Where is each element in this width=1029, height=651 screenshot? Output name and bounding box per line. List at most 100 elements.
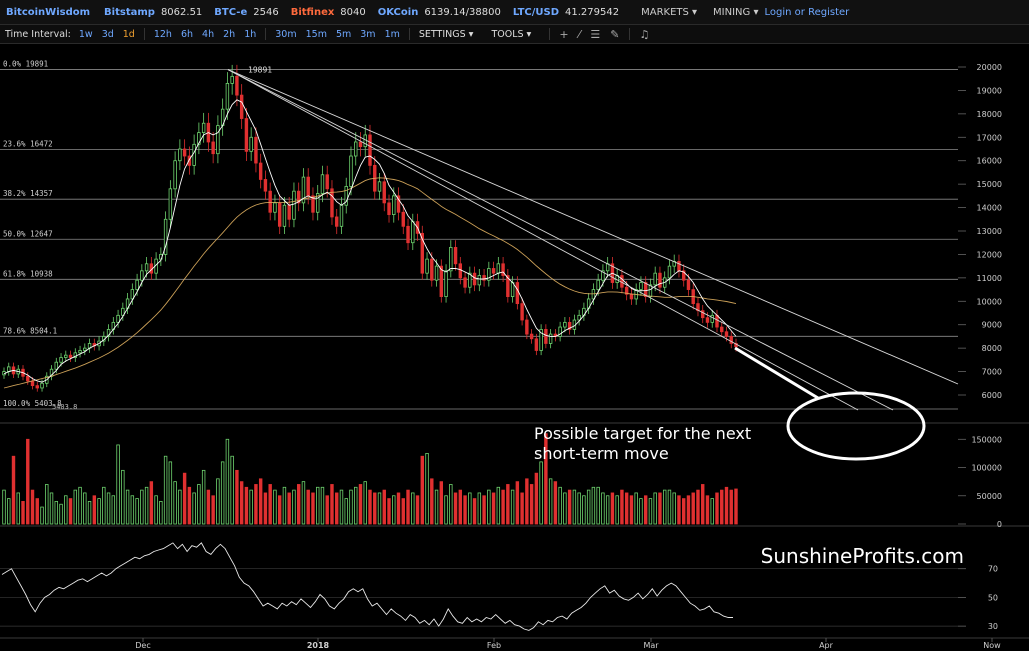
volume-bar (30, 489, 35, 525)
interval-15m[interactable]: 15m (305, 28, 327, 40)
volume-bar (525, 478, 529, 525)
volume-bar (292, 489, 296, 525)
candle-body (468, 272, 472, 288)
volume-bar (501, 489, 505, 525)
candle-body (506, 275, 510, 297)
candle-body (292, 190, 296, 220)
volume-bar (11, 455, 16, 525)
ticker-ltcusd[interactable]: LTC/USD 41.279542 (512, 6, 620, 18)
interval-3m[interactable]: 3m (360, 28, 376, 40)
volume-bar (620, 489, 624, 525)
candle-body (311, 195, 315, 213)
volume-bar (387, 498, 391, 525)
mining-menu[interactable]: MINING ▾ (713, 6, 759, 18)
candle-body (201, 122, 206, 133)
interval-4h[interactable]: 4h (202, 28, 215, 40)
trend-line (227, 69, 894, 411)
tools-dropdown[interactable]: TOOLS ▾ (491, 28, 532, 40)
volume-bar (220, 461, 225, 525)
x-tick-label: Feb (487, 641, 501, 650)
volume-bar (701, 484, 705, 525)
candle-body (596, 279, 600, 290)
volume-bar (572, 489, 577, 525)
price-tick-label: 9000 (982, 321, 1002, 330)
volume-bar (624, 492, 629, 525)
volume-bar (449, 484, 453, 525)
price-tick-label: 12000 (977, 250, 1002, 259)
candle-body (106, 328, 111, 337)
candle-body (296, 190, 301, 204)
interval-1m[interactable]: 1m (384, 28, 400, 40)
interval-3d[interactable]: 3d (101, 28, 114, 40)
interval-12h[interactable]: 12h (153, 28, 172, 40)
settings-dropdown[interactable]: SETTINGS ▾ (418, 28, 474, 40)
candle-body (116, 314, 120, 323)
pen-icon[interactable]: ✎ (610, 27, 620, 41)
candle-body (277, 202, 282, 227)
volume-bar (677, 495, 681, 525)
interval-2h[interactable]: 2h (223, 28, 236, 40)
or-text: or (794, 6, 805, 18)
candle-body (230, 75, 234, 84)
markets-menu[interactable]: MARKETS ▾ (641, 6, 698, 18)
candle-body (648, 284, 653, 297)
plus-icon[interactable]: + (559, 27, 569, 41)
brand-logo[interactable]: BitcoinWisdom (6, 6, 91, 18)
volume-bar (125, 489, 130, 525)
volume-tick-label: 0 (997, 520, 1002, 529)
bell-icon[interactable]: ♫ (639, 27, 650, 41)
volume-bar (596, 486, 600, 525)
volume-bar (720, 489, 724, 525)
volume-bar (273, 489, 277, 525)
ticker-bitfinex[interactable]: Bitfinex 8040 (290, 6, 366, 18)
candle-body (724, 331, 729, 337)
candle-body (639, 282, 643, 290)
candle-body (720, 326, 724, 333)
candlesticks (2, 64, 738, 392)
candle-body (140, 270, 144, 281)
volume-bar (396, 492, 401, 525)
ticker-okcoin[interactable]: OKCoin 6139.14/38800 (377, 6, 501, 18)
candle-body (501, 263, 505, 276)
candle-body (396, 195, 401, 213)
candle-body (548, 333, 553, 344)
candle-body (168, 188, 173, 220)
fib-label: 0.0% 19891 (3, 60, 48, 69)
register-link[interactable]: Register (808, 6, 850, 18)
line-icon[interactable]: ⁄ (578, 27, 581, 41)
candle-body (349, 155, 353, 187)
volume-bar (658, 492, 662, 525)
price-tick-label: 13000 (977, 227, 1002, 236)
ticker-btce[interactable]: BTC-e 2546 (214, 6, 279, 18)
volume-bar (316, 486, 320, 525)
login-link[interactable]: Login (764, 6, 792, 18)
interval-1w[interactable]: 1w (78, 28, 93, 40)
volume-tick-label: 50000 (977, 492, 1002, 501)
fib-label: 23.6% 16472 (3, 140, 53, 149)
ma-short-line (3, 99, 737, 383)
candle-body (173, 160, 177, 190)
volume-tick-label: 150000 (971, 435, 1002, 444)
volume-bar (277, 495, 282, 525)
candle-body (715, 314, 719, 328)
ma-long-line (3, 177, 737, 389)
volume-bar (601, 492, 605, 525)
volume-bar (491, 492, 496, 525)
candle-body (411, 221, 415, 244)
candle-body (197, 132, 201, 145)
chart-grid (0, 422, 1029, 639)
menu-icon[interactable]: ☰ (590, 27, 601, 41)
chart-toolbar: Time Interval: 1w 3d 1d 12h 6h 4h 2h 1h … (0, 25, 1029, 44)
volume-bar (73, 489, 78, 525)
candle-body (643, 282, 648, 297)
interval-1h[interactable]: 1h (244, 28, 257, 40)
interval-30m[interactable]: 30m (275, 28, 297, 40)
interval-1d[interactable]: 1d (122, 28, 135, 40)
ticker-bitstamp[interactable]: Bitstamp 8062.51 (104, 6, 203, 18)
candle-body (406, 225, 410, 244)
price-tick-label: 7000 (982, 368, 1002, 377)
interval-5m[interactable]: 5m (335, 28, 352, 40)
volume-bar (59, 503, 63, 525)
interval-6h[interactable]: 6h (180, 28, 194, 40)
